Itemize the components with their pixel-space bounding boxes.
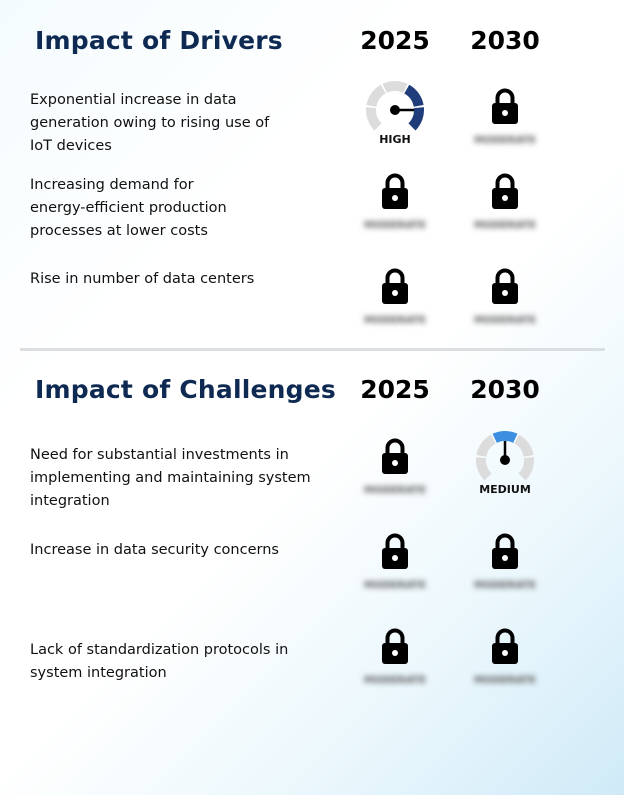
challenge-row-1-2030: MEDIUM [460, 430, 550, 500]
challenge-row-3-2025: MODERATE [350, 627, 440, 697]
lock-icon [382, 173, 408, 209]
blurred-impact-label: MODERATE [474, 135, 536, 146]
lock-icon [382, 438, 408, 474]
blurred-impact-label: MODERATE [364, 220, 426, 231]
blurred-impact-label: MODERATE [474, 675, 536, 686]
blurred-impact-label: MODERATE [474, 315, 536, 326]
lock-icon [492, 173, 518, 209]
lock-icon [382, 628, 408, 664]
driver-row-1-2030: MODERATE [460, 87, 550, 157]
drivers-title: Impact of Drivers [35, 26, 283, 55]
lock-icon [492, 533, 518, 569]
blurred-impact-label: MODERATE [474, 220, 536, 231]
drivers-year-2025: 2025 [360, 26, 430, 55]
driver-row-1-2025: HIGH [350, 80, 440, 150]
blurred-impact-label: MODERATE [364, 675, 426, 686]
challenge-row-1-2025: MODERATE [350, 437, 440, 507]
section-divider [20, 348, 605, 351]
lock-icon [492, 88, 518, 124]
lock-icon [382, 533, 408, 569]
driver-row-2-2030: MODERATE [460, 172, 550, 242]
blurred-impact-label: MODERATE [474, 580, 536, 591]
lock-icon [492, 268, 518, 304]
challenge-row-2-text: Increase in data security concerns [30, 542, 279, 558]
challenge-row-1-text: Need for substantial investments in impl… [30, 447, 311, 509]
challenge-row-2-2025: MODERATE [350, 532, 440, 602]
driver-row-3-text: Rise in number of data centers [30, 271, 255, 287]
blurred-impact-label: MODERATE [364, 315, 426, 326]
driver-row-3-2025: MODERATE [350, 267, 440, 337]
driver-row-2-2025: MODERATE [350, 172, 440, 242]
lock-icon [492, 628, 518, 664]
challenge-row-3-text: Lack of standardization protocols in sys… [30, 642, 289, 681]
driver-row-3-2030: MODERATE [460, 267, 550, 337]
blurred-impact-label: MODERATE [364, 580, 426, 591]
impact-level-label: HIGH [379, 133, 411, 146]
blurred-impact-label: MODERATE [364, 485, 426, 496]
gauge-icon [366, 81, 424, 131]
challenge-row-2-2030: MODERATE [460, 532, 550, 602]
impact-level-label: MEDIUM [479, 483, 531, 496]
drivers-year-2030: 2030 [470, 26, 540, 55]
challenge-row-3-2030: MODERATE [460, 627, 550, 697]
driver-row-1-text: Exponential increase in data generation … [30, 92, 270, 154]
lock-icon [382, 268, 408, 304]
challenges-year-2030: 2030 [470, 375, 540, 404]
challenges-year-2025: 2025 [360, 375, 430, 404]
gauge-icon [476, 431, 534, 481]
challenges-title: Impact of Challenges [35, 375, 336, 404]
driver-row-2-text: Increasing demand for energy-efficient p… [30, 177, 227, 239]
